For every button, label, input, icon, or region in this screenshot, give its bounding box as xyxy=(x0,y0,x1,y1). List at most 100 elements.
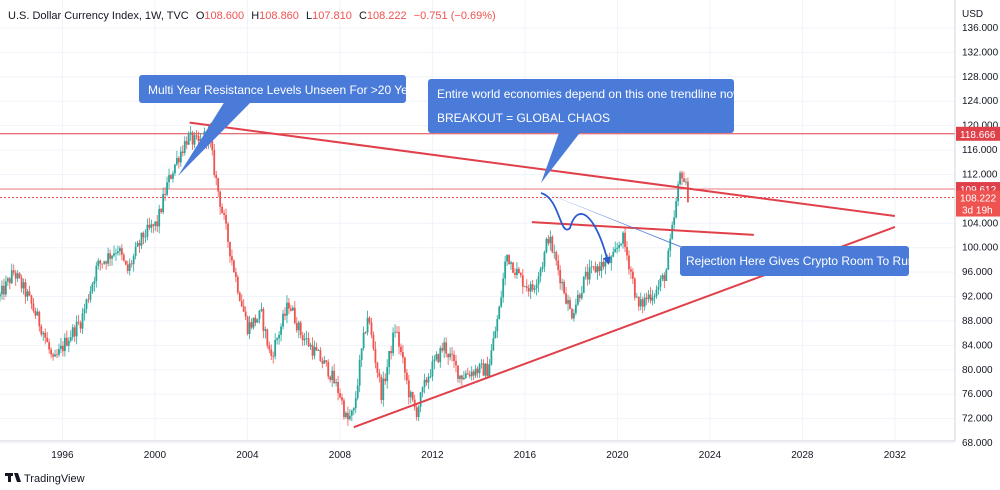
candle xyxy=(250,318,253,330)
candle xyxy=(386,359,389,389)
candle xyxy=(71,324,74,341)
candle xyxy=(635,292,638,298)
candle xyxy=(93,276,96,292)
candle xyxy=(309,342,312,350)
candle xyxy=(366,310,369,336)
candle xyxy=(402,344,404,364)
candle xyxy=(97,258,100,270)
candle xyxy=(162,187,165,215)
candle xyxy=(301,331,304,346)
callout-world[interactable]: Entire world economies depend on this on… xyxy=(428,79,742,183)
candle xyxy=(107,247,110,267)
candle xyxy=(293,301,296,325)
candle xyxy=(26,289,29,301)
candle xyxy=(140,232,143,249)
candle xyxy=(132,253,135,272)
candle xyxy=(24,278,27,304)
candle xyxy=(415,403,418,421)
candle xyxy=(407,375,410,405)
candle xyxy=(687,177,689,203)
candle xyxy=(126,260,129,274)
candle xyxy=(166,176,168,197)
candle xyxy=(551,235,554,254)
candle xyxy=(574,298,577,316)
candle xyxy=(639,292,642,311)
candle xyxy=(61,341,64,357)
candle xyxy=(58,343,60,358)
candle xyxy=(30,294,33,310)
x-tick-label: 2012 xyxy=(421,450,444,461)
candle xyxy=(317,348,320,351)
candle xyxy=(341,393,343,405)
candle xyxy=(244,306,247,320)
candle xyxy=(234,267,237,283)
candle xyxy=(83,303,86,321)
candle xyxy=(374,341,377,369)
candle xyxy=(339,388,341,399)
y-tick-label: 116.000 xyxy=(962,145,998,156)
candle xyxy=(48,338,51,354)
candle xyxy=(138,239,141,253)
candle xyxy=(555,250,558,266)
candle xyxy=(409,390,412,404)
candle xyxy=(325,360,328,367)
candle xyxy=(633,277,636,301)
candle xyxy=(120,244,123,261)
candle xyxy=(238,291,241,302)
candle xyxy=(46,332,49,343)
callout-rejection[interactable]: Rejection Here Gives Crypto Room To Run! xyxy=(541,191,918,276)
candle xyxy=(565,286,567,305)
candle xyxy=(398,326,400,355)
candle xyxy=(364,331,367,335)
x-axis[interactable]: 1996 2000 2004 2008 2012 2016 2020 2024 2028 2032 xyxy=(51,450,906,461)
candle xyxy=(144,229,147,243)
candle xyxy=(661,273,664,282)
candle xyxy=(584,266,587,280)
candle xyxy=(158,204,161,234)
candle xyxy=(124,260,127,266)
candle xyxy=(152,223,155,234)
candle xyxy=(142,231,145,245)
close-value: 108.222 xyxy=(367,10,407,22)
y-axis[interactable]: 68.000 72.000 76.000 80.000 84.000 88.000 92.0… xyxy=(962,23,999,449)
candle xyxy=(191,130,194,150)
candle xyxy=(478,362,481,378)
candle xyxy=(105,260,108,270)
candle xyxy=(193,132,196,149)
candle xyxy=(498,305,501,320)
candle xyxy=(179,146,182,167)
candle xyxy=(384,373,387,385)
y-tick-label: 100.000 xyxy=(962,243,999,254)
candle xyxy=(618,241,621,252)
candle xyxy=(590,260,593,274)
y-tick-label: 128.000 xyxy=(962,72,999,83)
candle xyxy=(598,261,601,276)
candle xyxy=(500,290,503,309)
candle xyxy=(527,284,530,297)
candle xyxy=(567,294,569,311)
candle xyxy=(181,145,184,157)
candle xyxy=(370,317,373,339)
candle xyxy=(573,308,575,322)
candle xyxy=(431,355,434,381)
change-value: −0.751 (−0.69%) xyxy=(414,10,496,22)
candle xyxy=(433,355,436,370)
candle xyxy=(449,347,451,361)
candle xyxy=(148,217,151,231)
candle xyxy=(8,276,11,290)
tradingview-logo[interactable]: TradingView xyxy=(5,473,85,485)
candle xyxy=(299,320,302,339)
candle xyxy=(44,328,47,345)
candle xyxy=(462,371,465,381)
candle xyxy=(600,254,603,279)
candle xyxy=(276,337,279,345)
candle xyxy=(232,259,235,273)
callout-resistance[interactable]: Multi Year Resistance Levels Unseen For … xyxy=(139,75,425,176)
candle xyxy=(34,307,37,319)
close-label: C xyxy=(359,10,367,22)
candle xyxy=(56,349,58,359)
candle xyxy=(331,366,334,387)
candle xyxy=(486,356,489,377)
candle xyxy=(122,252,125,262)
candle xyxy=(543,250,546,272)
